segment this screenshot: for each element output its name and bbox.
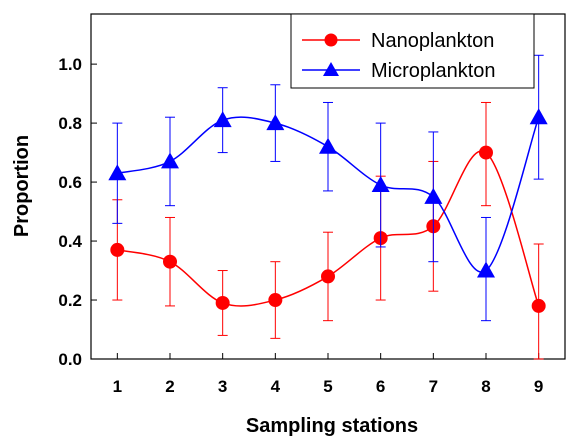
y-tick-label: 0.6 <box>58 173 82 192</box>
y-tick-label: 0.4 <box>58 232 82 251</box>
point-nanoplankton <box>531 298 546 313</box>
y-tick-label: 0.2 <box>58 291 82 310</box>
point-microplankton <box>371 176 390 193</box>
y-axis-title: Proportion <box>11 135 33 237</box>
point-nanoplankton <box>479 145 493 160</box>
point-microplankton <box>319 137 337 154</box>
legend-marker-microplankton <box>323 62 339 76</box>
point-nanoplankton <box>215 295 230 310</box>
point-microplankton <box>529 108 548 125</box>
x-tick-label: 3 <box>218 377 227 396</box>
point-nanoplankton <box>163 254 177 269</box>
legend-label-nanoplankton: Nanoplankton <box>371 30 494 52</box>
x-tick-label: 4 <box>271 377 281 396</box>
point-nanoplankton <box>268 293 283 308</box>
point-microplankton <box>266 114 285 131</box>
legend-marker-nanoplankton <box>324 33 338 47</box>
x-tick-label: 8 <box>481 377 490 396</box>
x-tick-label: 7 <box>429 377 438 396</box>
series-microplankton <box>108 54 548 322</box>
x-tick-label: 2 <box>165 377 174 396</box>
point-nanoplankton <box>110 242 125 257</box>
series-layer <box>108 54 548 360</box>
y-tick-label: 0.8 <box>58 114 82 133</box>
x-tick-label: 6 <box>376 377 385 396</box>
point-microplankton <box>424 187 443 204</box>
x-tick-label: 1 <box>113 377 122 396</box>
y-tick-label: 1.0 <box>58 55 82 74</box>
point-nanoplankton <box>321 269 335 284</box>
point-microplankton <box>213 111 232 128</box>
point-microplankton <box>108 164 127 181</box>
y-axis: 0.0 0.2 0.4 0.6 0.8 1.0 <box>58 55 97 369</box>
y-tick-label: 0.0 <box>58 350 82 369</box>
x-tick-label: 9 <box>534 377 543 396</box>
legend-label-microplankton: Microplankton <box>371 60 496 82</box>
x-tick-label: 5 <box>323 377 332 396</box>
x-axis-title: Sampling stations <box>246 415 418 437</box>
legend: Nanoplankton Microplankton <box>290 13 535 89</box>
point-microplankton <box>477 261 495 278</box>
x-axis: 1 2 3 4 5 6 7 8 9 <box>113 353 543 396</box>
point-microplankton <box>161 152 179 169</box>
